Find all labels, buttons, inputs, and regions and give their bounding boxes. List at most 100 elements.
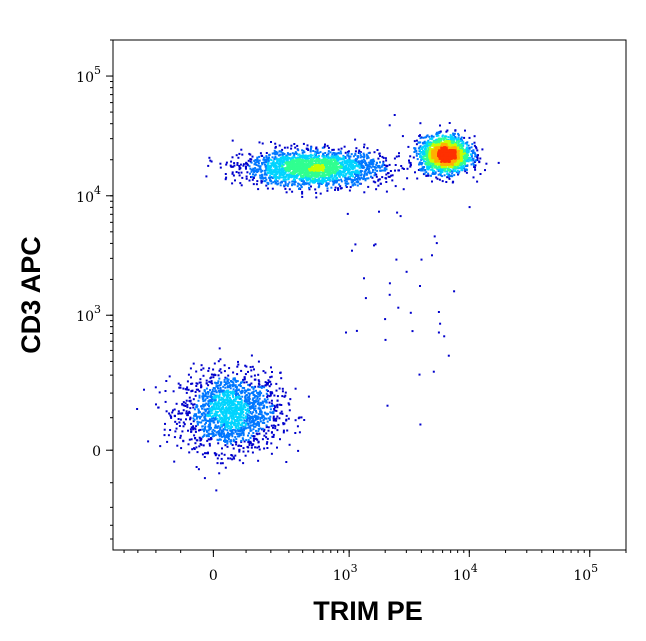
event-dot: [327, 152, 330, 155]
event-dot: [228, 435, 231, 438]
event-dot: [281, 390, 284, 393]
event-dot: [352, 164, 355, 166]
event-dot: [261, 421, 264, 424]
event-dot: [205, 387, 208, 390]
event-dot: [284, 167, 287, 170]
event-dot: [218, 393, 221, 396]
event-dot: [209, 412, 212, 415]
event-dot: [362, 158, 365, 161]
event-dot: [196, 382, 199, 385]
event-dot: [452, 168, 455, 171]
event-dot: [267, 382, 269, 385]
event-dot: [439, 162, 442, 165]
event-dot: [269, 174, 272, 177]
event-dot: [468, 147, 471, 149]
event-dot: [470, 163, 473, 166]
event-dot: [465, 168, 468, 171]
event-dot: [223, 440, 225, 442]
event-dot: [306, 144, 309, 147]
event-dot: [233, 392, 235, 395]
event-dot: [363, 191, 366, 194]
event-dot: [369, 172, 372, 175]
event-dot: [462, 156, 465, 159]
event-dot: [397, 169, 400, 172]
event-dot: [302, 156, 304, 159]
event-dot: [290, 165, 293, 168]
event-dot: [422, 156, 425, 159]
event-dot: [222, 403, 225, 406]
event-dot: [346, 151, 349, 154]
event-dot: [420, 163, 423, 166]
event-dot: [229, 410, 232, 413]
event-dot: [232, 371, 235, 374]
event-dot: [345, 165, 347, 168]
event-dot: [321, 146, 324, 149]
event-dot: [437, 141, 440, 144]
event-dot: [436, 141, 438, 144]
event-dot: [222, 407, 225, 410]
event-dot: [451, 136, 454, 139]
event-dot: [432, 140, 435, 143]
event-dot: [289, 153, 292, 156]
event-dot: [264, 177, 267, 180]
event-dot: [254, 405, 257, 408]
event-dot: [212, 428, 215, 431]
event-dot: [254, 446, 257, 449]
event-dot: [226, 435, 229, 438]
event-dot: [261, 142, 264, 145]
event-dot: [345, 186, 348, 188]
event-dot: [449, 136, 452, 139]
event-dot: [269, 165, 272, 168]
event-dot: [241, 416, 243, 419]
event-dot: [340, 161, 343, 164]
event-dot: [241, 386, 244, 389]
event-dot: [467, 160, 470, 163]
event-dot: [186, 380, 189, 383]
event-dot: [218, 431, 221, 434]
event-dot: [255, 164, 258, 166]
event-dot: [249, 429, 252, 432]
event-dot: [314, 154, 317, 157]
event-dot: [425, 171, 428, 174]
event-dot: [212, 421, 215, 424]
event-dot: [228, 410, 231, 413]
event-dot: [425, 174, 428, 177]
event-dot: [228, 406, 230, 409]
event-dot: [230, 421, 233, 424]
event-dot: [185, 418, 187, 421]
event-dot: [272, 161, 275, 164]
event-dot: [265, 155, 268, 158]
event-dot: [373, 151, 376, 154]
event-dot: [372, 165, 375, 168]
event-dot: [204, 427, 206, 430]
event-dot: [272, 160, 275, 163]
event-dot: [368, 170, 371, 173]
event-dot: [234, 430, 237, 433]
event-dot: [306, 167, 309, 170]
event-dot: [247, 432, 250, 435]
event-dot: [284, 394, 287, 397]
event-dot: [456, 147, 459, 150]
event-dot: [288, 163, 291, 166]
event-dot: [218, 399, 221, 402]
event-dot: [350, 163, 353, 166]
event-dot: [267, 172, 270, 175]
event-dot: [244, 422, 247, 425]
event-dot: [252, 177, 255, 179]
event-dot: [219, 368, 222, 371]
event-dot: [301, 158, 303, 161]
event-dot: [359, 177, 362, 180]
event-dot: [239, 411, 242, 414]
event-dot: [211, 417, 214, 420]
event-dot: [193, 434, 196, 437]
event-dot: [337, 187, 339, 190]
event-dot: [339, 185, 342, 188]
event-dot: [226, 431, 229, 434]
event-dot: [268, 153, 271, 156]
event-dot: [262, 430, 265, 433]
event-dot: [412, 156, 415, 159]
event-dot: [215, 413, 218, 416]
event-dot: [267, 183, 270, 186]
event-dot: [274, 425, 277, 428]
event-dot: [319, 176, 322, 179]
